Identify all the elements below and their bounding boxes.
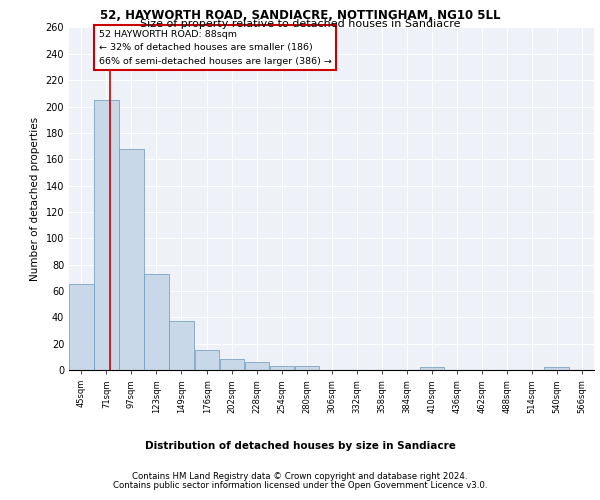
Bar xyxy=(69,284,94,370)
Bar xyxy=(419,368,444,370)
Bar xyxy=(245,362,269,370)
Bar xyxy=(220,360,244,370)
Text: Distribution of detached houses by size in Sandiacre: Distribution of detached houses by size … xyxy=(145,441,455,451)
Text: Size of property relative to detached houses in Sandiacre: Size of property relative to detached ho… xyxy=(140,19,460,29)
Bar xyxy=(270,366,295,370)
Text: 52, HAYWORTH ROAD, SANDIACRE, NOTTINGHAM, NG10 5LL: 52, HAYWORTH ROAD, SANDIACRE, NOTTINGHAM… xyxy=(100,9,500,22)
Bar xyxy=(295,366,319,370)
Bar xyxy=(119,148,143,370)
Bar xyxy=(94,100,119,370)
Text: 52 HAYWORTH ROAD: 88sqm
← 32% of detached houses are smaller (186)
66% of semi-d: 52 HAYWORTH ROAD: 88sqm ← 32% of detache… xyxy=(99,30,332,66)
Bar xyxy=(544,368,569,370)
Text: Contains HM Land Registry data © Crown copyright and database right 2024.: Contains HM Land Registry data © Crown c… xyxy=(132,472,468,481)
Text: Contains public sector information licensed under the Open Government Licence v3: Contains public sector information licen… xyxy=(113,481,487,490)
Bar xyxy=(144,274,169,370)
Y-axis label: Number of detached properties: Number of detached properties xyxy=(30,116,40,281)
Bar xyxy=(169,322,194,370)
Bar xyxy=(195,350,220,370)
